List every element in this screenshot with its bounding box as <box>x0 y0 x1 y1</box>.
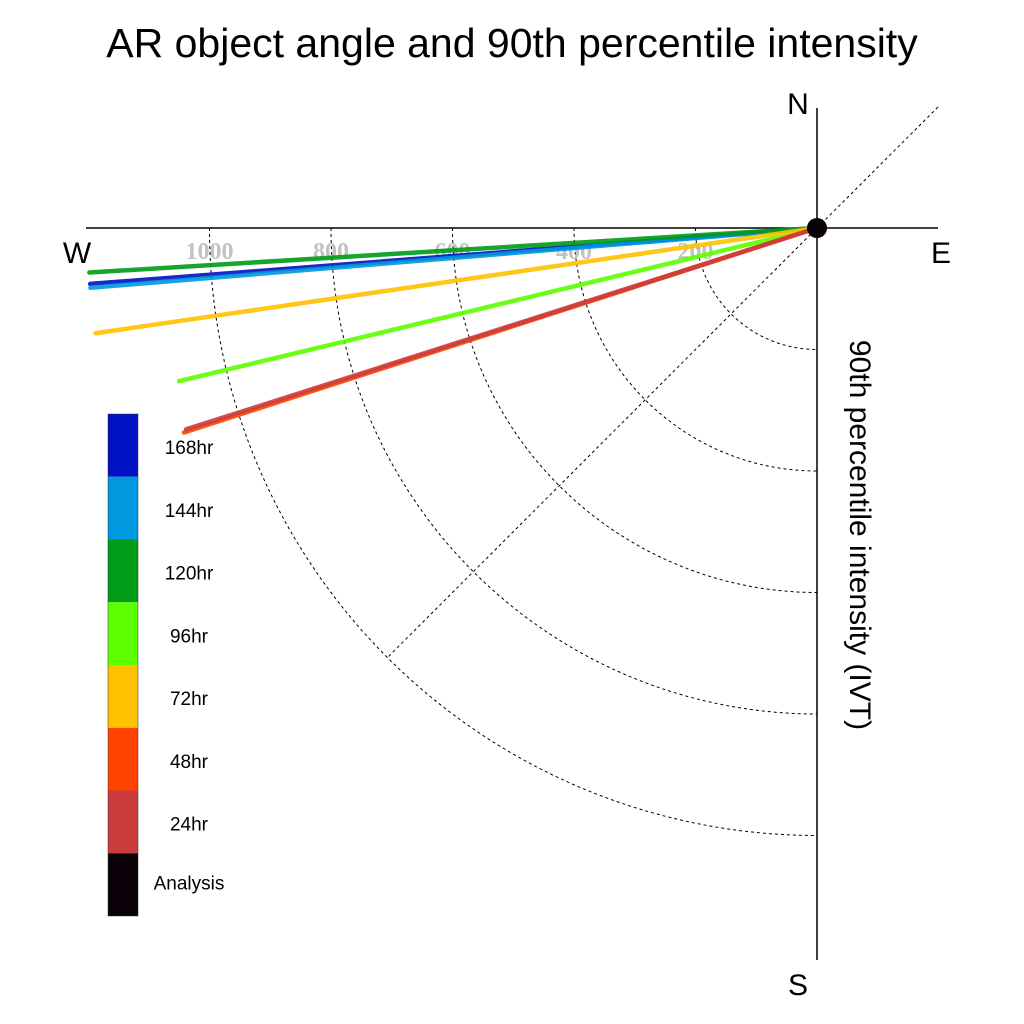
legend-swatch-144hr <box>108 476 138 540</box>
tick-label: 1000 <box>186 239 234 265</box>
legend-label: 144hr <box>165 501 214 522</box>
origin-marker <box>807 218 827 238</box>
tick-label: 800 <box>313 239 349 265</box>
east-label: E <box>931 237 951 270</box>
y-axis-label: 90th percentile intensity (IVT) <box>843 340 876 730</box>
series-line-120hr <box>87 225 820 275</box>
legend-label: 72hr <box>170 689 209 710</box>
series-line-72hr <box>93 225 820 336</box>
compass-axes <box>86 108 938 960</box>
legend-swatch-analysis <box>108 853 138 916</box>
west-label: W <box>63 237 92 270</box>
diagonal-guide <box>387 106 939 658</box>
legend-label: 48hr <box>170 752 209 773</box>
chart-grid <box>209 106 939 836</box>
series-line-96hr <box>176 225 820 384</box>
north-label: N <box>787 88 809 121</box>
legend-swatch-120hr <box>108 539 138 603</box>
legend-swatch-24hr <box>108 790 138 854</box>
south-label: S <box>788 969 808 1002</box>
series-line-144hr <box>88 225 820 290</box>
legend-swatch-168hr <box>108 414 138 477</box>
legend-label: Analysis <box>154 873 225 894</box>
legend-label: 96hr <box>170 626 209 647</box>
legend: 168hr 144hr 120hr 96hr 72hr 48hr 24hr Analysis <box>107 413 225 917</box>
legend-swatch-72hr <box>108 665 138 728</box>
range-ring <box>209 227 818 836</box>
legend-frame <box>107 413 139 917</box>
legend-swatch-96hr <box>108 602 138 665</box>
legend-label: 120hr <box>165 564 214 585</box>
legend-label: 24hr <box>170 815 209 836</box>
legend-label: 168hr <box>165 438 214 459</box>
series-line-24hr <box>183 225 820 432</box>
chart-title: AR object angle and 90th percentile inte… <box>106 20 918 66</box>
series-lines <box>87 225 820 435</box>
legend-swatch-48hr <box>108 727 138 791</box>
range-ring <box>695 227 818 350</box>
